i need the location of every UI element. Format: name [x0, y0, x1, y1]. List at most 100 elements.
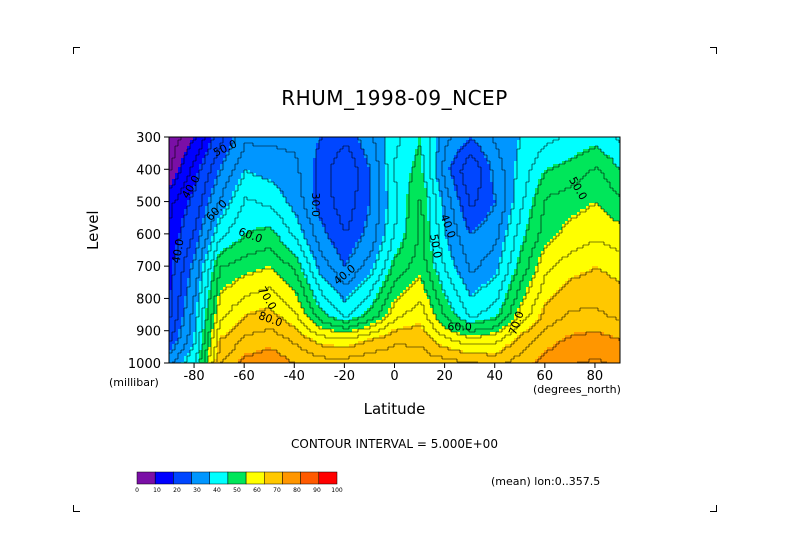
heatmap-cell — [298, 146, 302, 150]
heatmap-cell — [250, 230, 254, 234]
heatmap-cell — [505, 146, 509, 150]
heatmap-cell — [229, 224, 233, 228]
heatmap-cell — [286, 191, 290, 195]
heatmap-cell — [214, 167, 218, 171]
heatmap-cell — [541, 149, 545, 153]
heatmap-cell — [175, 191, 179, 195]
heatmap-cell — [355, 158, 359, 162]
heatmap-cell — [277, 140, 281, 144]
heatmap-cell — [220, 158, 224, 162]
heatmap-cell — [214, 233, 218, 237]
heatmap-cell — [418, 218, 422, 222]
heatmap-cell — [343, 170, 347, 174]
heatmap-cell — [250, 155, 254, 159]
heatmap-cell — [472, 161, 476, 165]
heatmap-cell — [232, 176, 236, 180]
heatmap-cell — [493, 170, 497, 174]
heatmap-cell — [250, 218, 254, 222]
heatmap-cell — [367, 182, 371, 186]
heatmap-cell — [568, 155, 572, 159]
heatmap-cell — [259, 176, 263, 180]
heatmap-cell — [262, 158, 266, 162]
heatmap-cell — [412, 176, 416, 180]
heatmap-cell — [175, 188, 179, 192]
heatmap-cell — [316, 158, 320, 162]
heatmap-cell — [394, 149, 398, 153]
heatmap-cell — [604, 146, 608, 150]
heatmap-cell — [517, 206, 521, 210]
heatmap-cell — [532, 218, 536, 222]
heatmap-cell — [505, 143, 509, 147]
heatmap-cell — [214, 197, 218, 201]
heatmap-cell — [430, 152, 434, 156]
heatmap-cell — [217, 167, 221, 171]
heatmap-cell — [208, 191, 212, 195]
heatmap-cell — [595, 230, 599, 234]
heatmap-cell — [448, 215, 452, 219]
heatmap-cell — [541, 209, 545, 213]
heatmap-cell — [271, 146, 275, 150]
heatmap-cell — [280, 149, 284, 153]
heatmap-cell — [337, 218, 341, 222]
heatmap-cell — [241, 176, 245, 180]
heatmap-cell — [328, 200, 332, 204]
heatmap-cell — [199, 146, 203, 150]
heatmap-cell — [589, 179, 593, 183]
heatmap-cell — [454, 206, 458, 210]
heatmap-cell — [409, 146, 413, 150]
heatmap-cell — [190, 203, 194, 207]
heatmap-cell — [292, 179, 296, 183]
heatmap-cell — [475, 158, 479, 162]
heatmap-cell — [427, 209, 431, 213]
heatmap-cell — [439, 170, 443, 174]
heatmap-cell — [235, 200, 239, 204]
heatmap-cell — [226, 194, 230, 198]
heatmap-cell — [508, 161, 512, 165]
heatmap-cell — [265, 137, 269, 141]
heatmap-cell — [217, 227, 221, 231]
heatmap-cell — [616, 146, 620, 150]
heatmap-cell — [592, 188, 596, 192]
heatmap-cell — [406, 164, 410, 168]
heatmap-cell — [388, 179, 392, 183]
heatmap-cell — [349, 203, 353, 207]
heatmap-cell — [391, 170, 395, 174]
heatmap-cell — [448, 206, 452, 210]
heatmap-cell — [370, 218, 374, 222]
heatmap-cell — [259, 179, 263, 183]
heatmap-cell — [445, 233, 449, 237]
heatmap-cell — [358, 209, 362, 213]
heatmap-cell — [595, 164, 599, 168]
heatmap-cell — [268, 143, 272, 147]
heatmap-cell — [550, 176, 554, 180]
heatmap-cell — [421, 179, 425, 183]
heatmap-cell — [547, 191, 551, 195]
heatmap-cell — [232, 209, 236, 213]
heatmap-cell — [379, 158, 383, 162]
heatmap-cell — [448, 233, 452, 237]
heatmap-cell — [217, 182, 221, 186]
heatmap-cell — [262, 176, 266, 180]
heatmap-cell — [184, 146, 188, 150]
heatmap-cell — [283, 170, 287, 174]
heatmap-cell — [406, 155, 410, 159]
heatmap-cell — [463, 164, 467, 168]
heatmap-cell — [529, 185, 533, 189]
heatmap-cell — [439, 161, 443, 165]
heatmap-cell — [544, 161, 548, 165]
heatmap-cell — [310, 203, 314, 207]
heatmap-cell — [400, 155, 404, 159]
heatmap-cell — [544, 209, 548, 213]
heatmap-cell — [442, 215, 446, 219]
heatmap-cell — [490, 161, 494, 165]
heatmap-cell — [442, 203, 446, 207]
heatmap-cell — [271, 200, 275, 204]
heatmap-cell — [430, 149, 434, 153]
heatmap-cell — [259, 149, 263, 153]
heatmap-cell — [310, 224, 314, 228]
heatmap-cell — [223, 149, 227, 153]
heatmap-cell — [391, 194, 395, 198]
heatmap-cell — [466, 176, 470, 180]
heatmap-cell — [574, 176, 578, 180]
heatmap-cell — [496, 161, 500, 165]
